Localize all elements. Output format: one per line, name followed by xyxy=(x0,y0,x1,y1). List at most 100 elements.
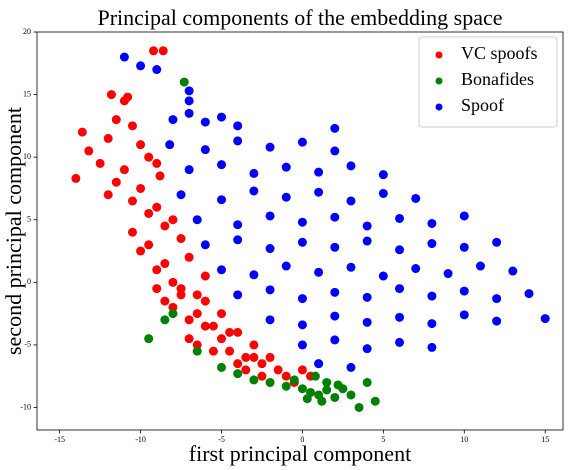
scatter-point xyxy=(233,290,243,300)
scatter-point xyxy=(492,316,502,326)
scatter-point xyxy=(152,65,162,75)
scatter-point xyxy=(119,52,129,62)
scatter-point xyxy=(176,284,186,294)
scatter-point xyxy=(443,269,453,279)
scatter-point xyxy=(346,161,356,171)
scatter-point xyxy=(370,396,380,406)
scatter-point xyxy=(265,352,275,362)
x-tick-label: -5 xyxy=(218,435,225,444)
scatter-point xyxy=(136,61,146,71)
scatter-point xyxy=(362,236,372,246)
scatter-point xyxy=(475,261,485,271)
scatter-point xyxy=(508,266,518,276)
chart-title: Principal components of the embedding sp… xyxy=(97,5,502,30)
scatter-point xyxy=(200,296,210,306)
scatter-point xyxy=(176,234,186,244)
scatter-point xyxy=(297,340,307,350)
scatter-point xyxy=(297,217,307,227)
scatter-point xyxy=(297,365,307,375)
scatter-point xyxy=(200,117,210,127)
scatter-point xyxy=(217,160,227,170)
legend-marker xyxy=(435,77,443,85)
y-tick-label: 5 xyxy=(27,215,31,224)
scatter-point xyxy=(149,46,159,56)
x-tick-label: 5 xyxy=(381,435,385,444)
scatter-point xyxy=(395,245,405,255)
scatter-point xyxy=(233,136,243,146)
scatter-point xyxy=(123,92,133,102)
scatter-point xyxy=(459,286,469,296)
scatter-point xyxy=(192,309,202,319)
y-axis-label: second principal component xyxy=(1,107,26,355)
scatter-point xyxy=(265,211,275,221)
scatter-point xyxy=(200,321,210,331)
scatter-point xyxy=(427,218,437,228)
scatter-point xyxy=(395,284,405,294)
scatter-point xyxy=(136,246,146,256)
scatter-point xyxy=(95,158,105,168)
scatter-point xyxy=(208,321,218,331)
scatter-point xyxy=(297,320,307,330)
scatter-point xyxy=(330,146,340,156)
scatter-point xyxy=(249,186,259,196)
scatter-point xyxy=(427,239,437,249)
scatter-point xyxy=(281,162,291,172)
scatter-point xyxy=(362,317,372,327)
scatter-point xyxy=(346,196,356,206)
scatter-point xyxy=(144,240,154,250)
scatter-point xyxy=(184,315,194,325)
scatter-point xyxy=(427,319,437,329)
scatter-point xyxy=(281,381,291,391)
scatter-point xyxy=(103,133,113,143)
x-tick-label: 10 xyxy=(460,435,468,444)
scatter-point xyxy=(317,396,327,406)
scatter-point xyxy=(297,237,307,247)
scatter-point xyxy=(111,115,121,125)
scatter-point xyxy=(158,46,168,56)
scatter-point xyxy=(395,213,405,223)
scatter-point xyxy=(155,171,165,181)
scatter-point xyxy=(225,346,235,356)
legend-marker xyxy=(435,103,443,111)
scatter-point xyxy=(378,188,388,198)
scatter-point xyxy=(346,362,356,372)
scatter-point xyxy=(314,187,324,197)
legend-label: VC spoofs xyxy=(461,43,538,63)
scatter-point xyxy=(411,193,421,203)
scatter-point xyxy=(217,309,227,319)
scatter-point xyxy=(144,152,154,162)
scatter-point xyxy=(297,384,307,394)
y-tick-label: 0 xyxy=(27,277,31,286)
scatter-point xyxy=(330,242,340,252)
scatter-point xyxy=(302,394,312,404)
scatter-point xyxy=(310,371,320,381)
axes-frame xyxy=(36,31,564,431)
scatter-point xyxy=(395,337,405,347)
x-axis-label: first principal component xyxy=(189,441,411,466)
scatter-point xyxy=(257,359,267,369)
scatter-point xyxy=(314,267,324,277)
scatter-point xyxy=(160,296,170,306)
scatter-point xyxy=(241,365,251,375)
scatter-point xyxy=(217,112,227,122)
scatter-point xyxy=(106,90,116,100)
y-tick-label: 10 xyxy=(23,152,31,161)
scatter-point xyxy=(176,190,186,200)
scatter-point xyxy=(127,227,137,237)
scatter-point xyxy=(184,86,194,96)
scatter-point xyxy=(168,115,178,125)
scatter-point xyxy=(281,192,291,202)
legend-box xyxy=(418,36,558,128)
scatter-point xyxy=(152,158,162,168)
scatter-point xyxy=(249,168,259,178)
scatter-point xyxy=(144,208,154,218)
scatter-point xyxy=(160,259,170,269)
scatter-point xyxy=(378,170,388,180)
scatter-point xyxy=(144,334,154,344)
scatter-point xyxy=(346,262,356,272)
scatter-point xyxy=(168,309,178,319)
scatter-point xyxy=(395,312,405,322)
scatter-point xyxy=(192,346,202,356)
scatter-point xyxy=(208,346,218,356)
scatter-point xyxy=(314,359,324,369)
